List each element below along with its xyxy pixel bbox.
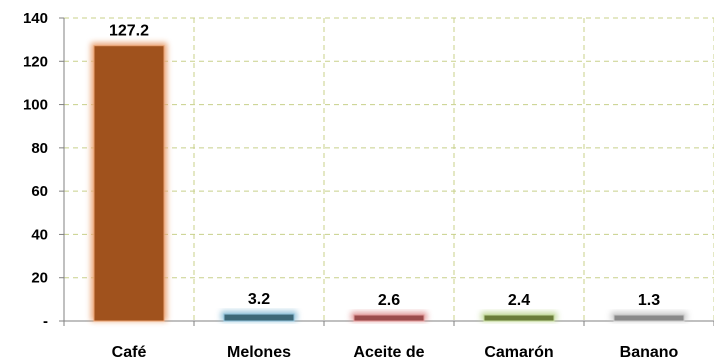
bars [91,42,687,322]
y-tick-label: 60 [31,183,48,200]
data-label: 2.4 [508,292,530,309]
category-label: Melones [227,344,291,361]
y-tick-label: 120 [23,53,48,70]
data-label: 127.2 [109,23,149,40]
category-label: Camarón [484,344,553,361]
category-label: Café [112,344,147,361]
y-tick-label: 20 [31,270,48,287]
y-tick-label: - [43,313,48,330]
bar [353,314,425,322]
data-labels: 127.2 3.2 2.6 2.4 1.3 [109,23,660,309]
bar [223,313,295,322]
y-tick-label: 80 [31,140,48,157]
data-label: 1.3 [638,292,660,309]
bar [613,314,685,322]
category-label: Banano [620,344,679,361]
category-labels: Café Melones Aceite de Camarón Banano [112,344,679,361]
y-tick-label: 40 [31,226,48,243]
category-label: Aceite de [353,344,424,361]
gridlines [64,17,714,321]
bar [483,314,555,322]
y-tick-label: 100 [23,97,48,114]
y-tick-label: 140 [23,10,48,27]
data-label: 3.2 [248,291,270,308]
bar [93,45,165,322]
y-tick-labels: - 20 40 60 80 100 120 140 [23,10,48,330]
data-label: 2.6 [378,292,400,309]
